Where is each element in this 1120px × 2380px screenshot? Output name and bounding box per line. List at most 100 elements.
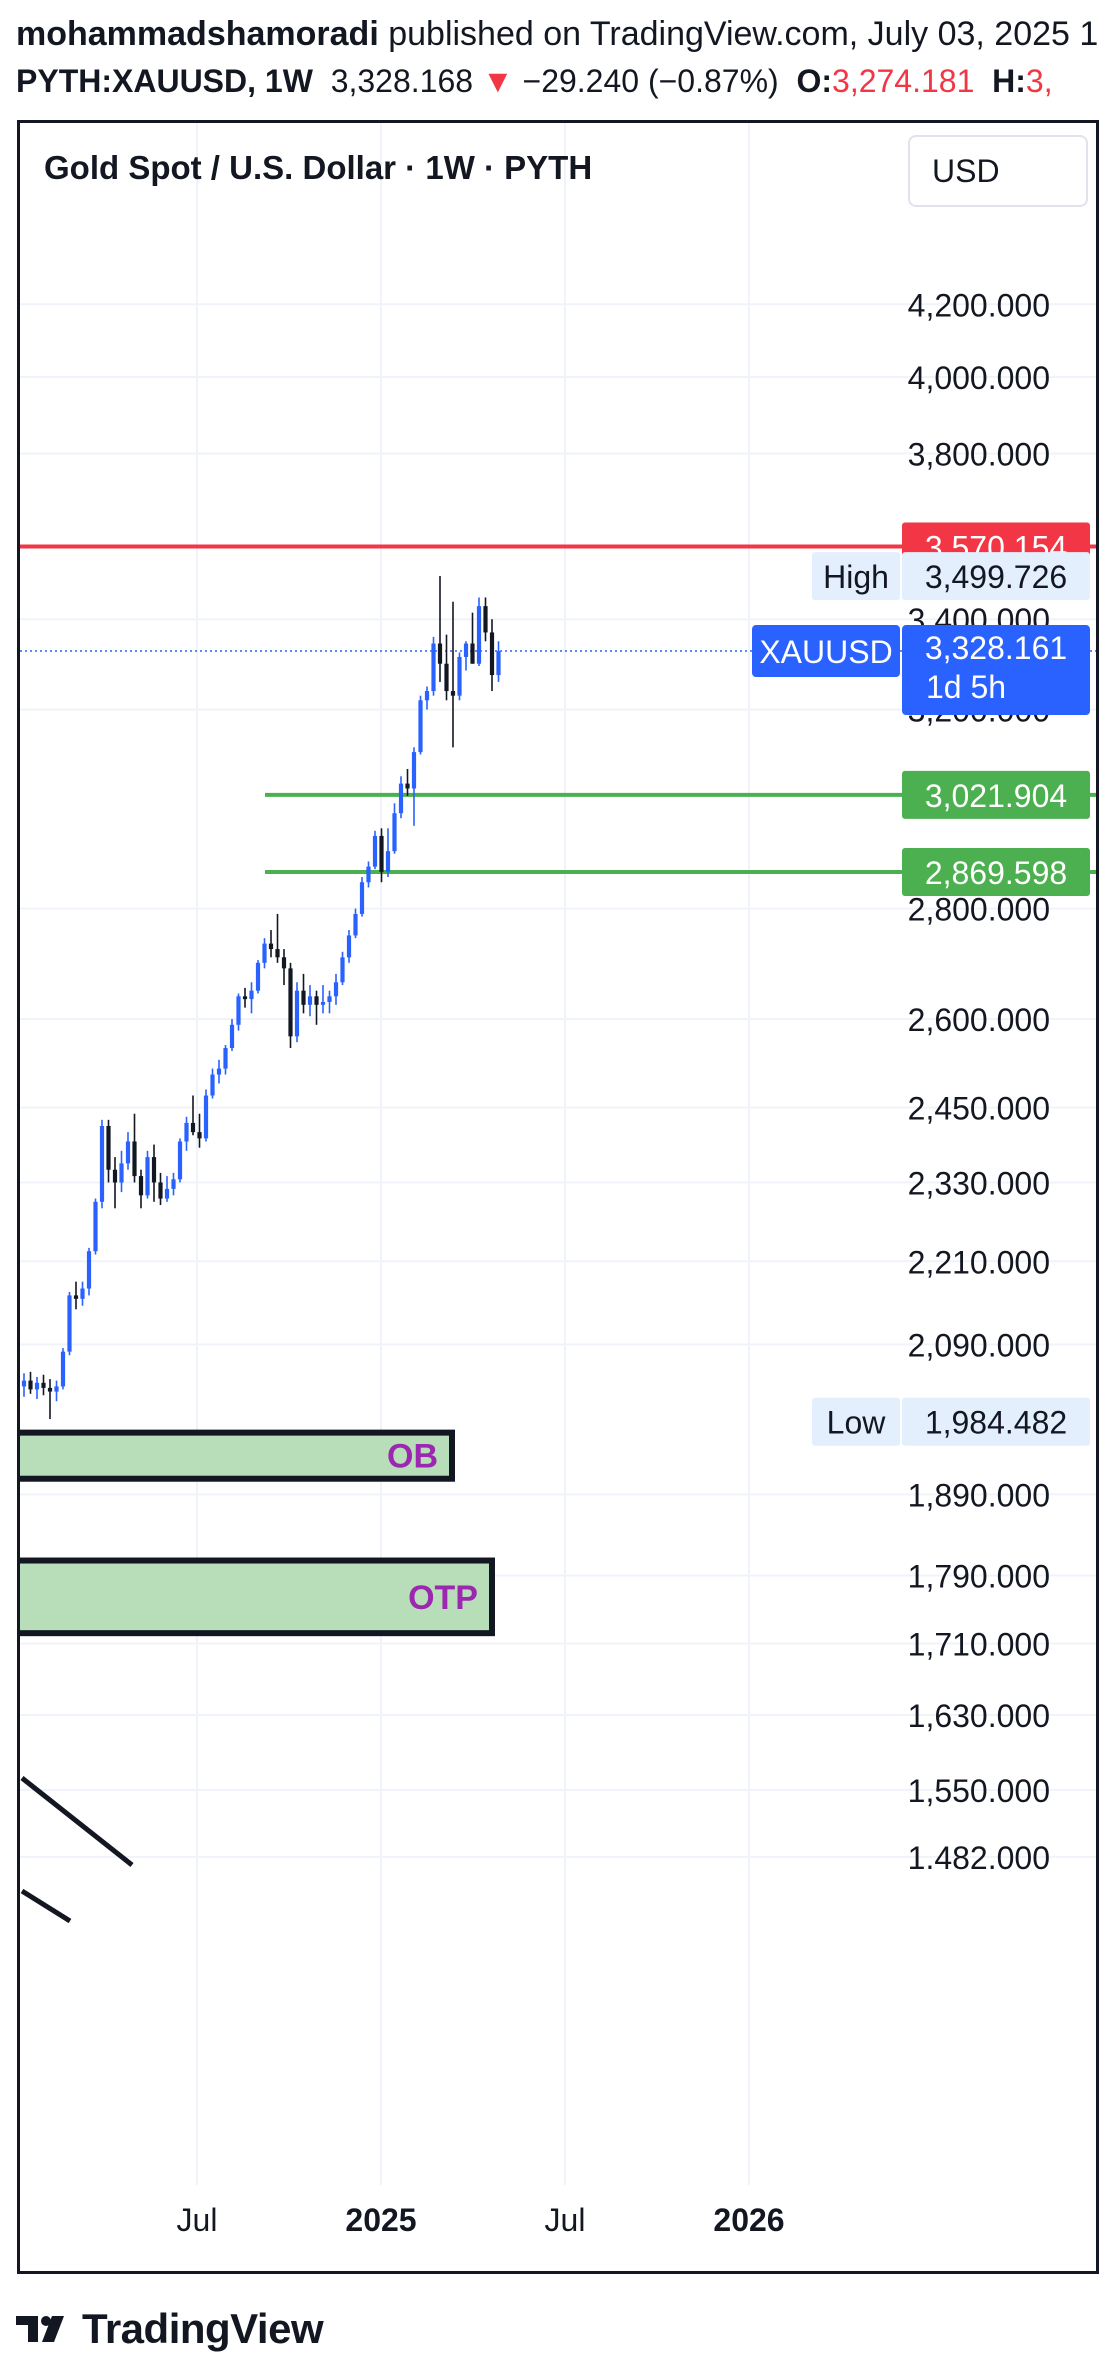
high-label: H: xyxy=(992,63,1026,99)
symbol-label: PYTH:XAUUSD, 1W xyxy=(16,63,313,99)
candle-body[interactable] xyxy=(301,990,306,1005)
x-tick-label: Jul xyxy=(545,2202,586,2238)
candle-body[interactable] xyxy=(392,813,397,852)
high-value-tag xyxy=(902,552,1090,601)
price-chart[interactable]: OBOTP4,200.0004,000.0003,800.0003,400.00… xyxy=(20,123,1096,2271)
zone-box-otp xyxy=(20,1557,495,1637)
level-value-tag-text: 2,869.598 xyxy=(925,855,1067,891)
candle-body[interactable] xyxy=(418,700,423,753)
candle-body[interactable] xyxy=(294,990,300,1037)
candle-body[interactable] xyxy=(151,1157,157,1183)
candle-body[interactable] xyxy=(28,1380,33,1390)
candle-body[interactable] xyxy=(21,1380,27,1387)
open-label: O: xyxy=(796,63,833,99)
candle-body[interactable] xyxy=(268,943,274,950)
candle-body[interactable] xyxy=(405,783,410,789)
candle-body[interactable] xyxy=(411,752,417,789)
candle-body[interactable] xyxy=(470,643,475,664)
candle-body[interactable] xyxy=(366,866,371,883)
candle-body[interactable] xyxy=(444,663,449,692)
candle-body[interactable] xyxy=(340,957,345,983)
candle-body[interactable] xyxy=(145,1157,150,1196)
tradingview-logo-icon[interactable] xyxy=(16,2316,68,2342)
candle-body[interactable] xyxy=(379,835,384,872)
candle-body[interactable] xyxy=(307,996,313,1005)
candle-body[interactable] xyxy=(424,691,430,701)
candle-body[interactable] xyxy=(346,935,352,958)
candle-body[interactable] xyxy=(385,851,391,872)
candle-body[interactable] xyxy=(93,1201,98,1252)
candle-body[interactable] xyxy=(223,1048,228,1069)
candle-body[interactable] xyxy=(249,990,254,1000)
candle-body[interactable] xyxy=(275,949,280,958)
candle-body[interactable] xyxy=(431,643,436,692)
candle-body[interactable] xyxy=(112,1169,118,1183)
candle-body[interactable] xyxy=(171,1179,176,1189)
candle-body[interactable] xyxy=(60,1351,66,1387)
candle-body[interactable] xyxy=(450,691,456,696)
candle-body[interactable] xyxy=(457,656,462,696)
candle-body[interactable] xyxy=(86,1251,92,1289)
high-label-tag xyxy=(812,552,900,601)
candle-body[interactable] xyxy=(47,1387,53,1392)
candle-body[interactable] xyxy=(158,1182,163,1199)
candle-body[interactable] xyxy=(262,943,267,963)
candle-body[interactable] xyxy=(164,1188,170,1199)
candle-body[interactable] xyxy=(177,1141,183,1180)
currency-button[interactable]: USD xyxy=(908,135,1088,207)
candle-body[interactable] xyxy=(398,783,404,814)
symbol-tag-text: XAUUSD xyxy=(759,634,892,670)
candle-body[interactable] xyxy=(314,996,319,1005)
candle-body[interactable] xyxy=(236,996,241,1025)
candle-body[interactable] xyxy=(80,1288,85,1299)
candle-body[interactable] xyxy=(489,632,495,676)
candle-body[interactable] xyxy=(216,1068,222,1075)
x-tick-label: 2025 xyxy=(345,2202,416,2238)
candle-body[interactable] xyxy=(67,1295,72,1352)
tradingview-wordmark[interactable]: TradingView xyxy=(82,2305,324,2352)
candle-body[interactable] xyxy=(190,1122,196,1133)
candle-body[interactable] xyxy=(242,996,248,1000)
author-name[interactable]: mohammadshamoradi xyxy=(16,15,379,53)
candle-body[interactable] xyxy=(353,913,358,936)
candle-body[interactable] xyxy=(229,1024,235,1049)
candle-body[interactable] xyxy=(203,1095,209,1139)
candle-body[interactable] xyxy=(41,1382,46,1388)
low-label-text: Low xyxy=(827,1405,887,1441)
chart-title: Gold Spot / U.S. Dollar · 1W · PYTH xyxy=(44,149,593,186)
candle-body[interactable] xyxy=(372,835,378,867)
candle-body[interactable] xyxy=(476,606,482,664)
candle-body[interactable] xyxy=(119,1163,124,1183)
candle-body[interactable] xyxy=(106,1125,111,1170)
candle-body[interactable] xyxy=(288,968,293,1037)
candle-body[interactable] xyxy=(359,882,365,914)
candle-body[interactable] xyxy=(463,643,469,657)
chart-frame[interactable]: OB OTP 4,200.000 4,000.000 3,800.000 3,400.00… xyxy=(17,120,1099,2274)
candle-body[interactable] xyxy=(125,1141,131,1164)
candle-body[interactable] xyxy=(73,1295,79,1299)
open-value: 3,274.181 xyxy=(832,63,975,99)
candle-body[interactable] xyxy=(483,606,488,633)
candle-body[interactable] xyxy=(138,1176,144,1196)
candle-body[interactable] xyxy=(281,957,287,969)
low-value-tag xyxy=(902,1397,1090,1446)
low-label-tag xyxy=(812,1397,900,1446)
candle-body[interactable] xyxy=(210,1074,215,1096)
candle-body[interactable] xyxy=(437,643,443,664)
candle-body[interactable] xyxy=(255,962,261,991)
candle-body[interactable] xyxy=(184,1122,189,1142)
candle-body[interactable] xyxy=(320,1001,326,1005)
y-tick-label: 1,550.000 xyxy=(908,1773,1050,1809)
candle-body[interactable] xyxy=(99,1125,105,1202)
level-value-tag-text: 3,021.904 xyxy=(925,778,1067,814)
candle-body[interactable] xyxy=(197,1132,202,1139)
candle-body[interactable] xyxy=(34,1382,40,1390)
candle-body[interactable] xyxy=(333,982,339,997)
candle-body[interactable] xyxy=(327,996,332,1002)
y-tick-label: 2,450.000 xyxy=(908,1091,1050,1127)
candle-body[interactable] xyxy=(496,651,501,676)
y-tick-label: 3,800.000 xyxy=(908,436,1050,472)
candle-body[interactable] xyxy=(132,1141,137,1177)
candle-body[interactable] xyxy=(54,1386,59,1392)
symbol-tag xyxy=(752,625,900,678)
